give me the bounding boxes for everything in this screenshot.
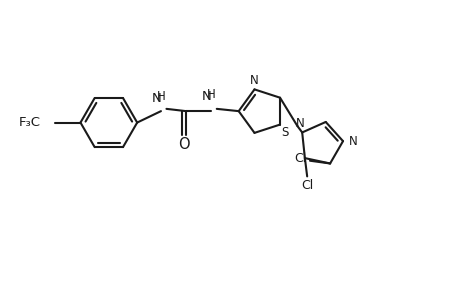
Text: Cl: Cl xyxy=(300,179,313,192)
Text: F₃C: F₃C xyxy=(19,116,40,129)
Text: N: N xyxy=(202,90,211,103)
Text: S: S xyxy=(280,126,288,139)
Text: Cl: Cl xyxy=(293,152,305,165)
Text: N: N xyxy=(348,135,357,148)
Text: O: O xyxy=(178,136,190,152)
Text: N: N xyxy=(250,74,258,87)
Text: N: N xyxy=(151,92,161,105)
Text: N: N xyxy=(295,117,303,130)
Text: H: H xyxy=(157,90,165,103)
Text: H: H xyxy=(207,88,215,101)
